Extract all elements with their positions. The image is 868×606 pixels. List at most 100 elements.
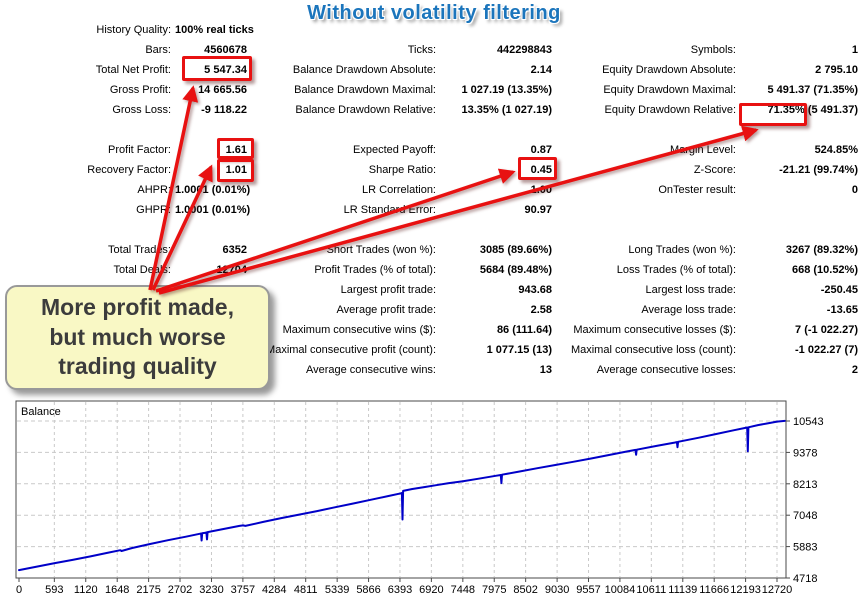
stat-label: Largest loss trade:: [645, 284, 737, 296]
stat-label: Total Trades:: [108, 244, 171, 256]
stat-label: Total Deals:: [113, 264, 171, 276]
x-tick-label: 11139: [668, 584, 697, 596]
x-tick-label: 12193: [730, 584, 761, 596]
x-tick-label: 1120: [74, 584, 98, 596]
stat-label: Average profit trade:: [336, 304, 436, 316]
stat-label: Maximum consecutive losses ($):: [573, 324, 736, 336]
stat-value: 943.68: [518, 284, 552, 296]
x-tick-label: 593: [45, 584, 63, 596]
stat-label: Ticks:: [407, 44, 436, 56]
stat-label: Long Trades (won %):: [628, 244, 736, 256]
stat-label: Equity Drawdown Maximal:: [603, 84, 736, 96]
stat-label: Balance Drawdown Absolute:: [292, 64, 436, 76]
x-tick-label: 3757: [231, 584, 255, 596]
x-tick-label: 4811: [294, 584, 318, 596]
stat-label: Largest profit trade:: [340, 284, 436, 296]
balance-line: [18, 419, 786, 572]
stat-value: -1 022.27 (7): [795, 344, 858, 356]
stat-value: 90.97: [524, 204, 552, 216]
y-tick-label: 9378: [793, 447, 817, 459]
stat-label: Maximal consecutive loss (count):: [570, 344, 736, 356]
balance-chart: 0 593 1120 1648 2175 2702 3230 3757 4284 4811 5339…: [15, 400, 824, 596]
stat-label: Total Net Profit:: [95, 64, 171, 76]
stat-value: 100% real ticks: [175, 24, 254, 36]
stat-label: Bars:: [145, 44, 171, 56]
stats-block-summary: History Quality: 100% real ticks Bars: 4560…: [2, 20, 858, 120]
stat-label: AHPR:: [137, 184, 171, 196]
stat-label: [552, 200, 740, 220]
x-tick-label: 12720: [762, 584, 793, 596]
x-tick-label: 10084: [605, 584, 636, 596]
x-tick-label: 10611: [636, 584, 666, 596]
stat-value: 2.58: [530, 304, 552, 316]
highlight-box-sharpe-ratio: [518, 157, 557, 180]
x-tick-label: 6393: [388, 584, 412, 596]
highlight-box-recovery-factor: [217, 159, 254, 182]
stat-label: Balance Drawdown Maximal:: [294, 84, 436, 96]
stat-label: Maximum consecutive wins ($):: [282, 324, 436, 336]
stat-label: Recovery Factor:: [87, 164, 171, 176]
page-title: Without volatility filtering: [307, 2, 561, 24]
stat-value: [440, 20, 552, 40]
stat-value: 2.14: [530, 64, 552, 76]
stat-label: Loss Trades (% of total):: [616, 264, 736, 276]
stat-value: 0: [851, 184, 858, 196]
stat-value: 1 077.15 (13): [486, 344, 552, 356]
stat-label: Average consecutive wins:: [305, 364, 436, 376]
stat-label: Equity Drawdown Relative:: [604, 104, 736, 116]
stat-value: 86 (111.64): [496, 324, 552, 336]
x-tick-label: 2702: [168, 584, 192, 596]
stat-value: 14 665.56: [198, 84, 247, 96]
y-tick-label: 10543: [793, 416, 824, 428]
stat-label: Average consecutive losses:: [596, 364, 736, 376]
stat-value: 1.0001 (0.01%): [175, 204, 251, 216]
stat-label: Equity Drawdown Absolute:: [602, 64, 736, 76]
chart-plot-area: [15, 400, 787, 579]
stat-value: 5 491.37 (71.35%): [767, 84, 858, 96]
stat-value: [740, 20, 858, 40]
stat-value: 7 (-1 022.27): [795, 324, 858, 336]
stat-label: LR Correlation:: [362, 184, 436, 196]
x-tick-label: 7975: [482, 584, 506, 596]
x-tick-label: 7448: [451, 584, 475, 596]
stat-label: Gross Loss:: [112, 104, 171, 116]
stat-label: Margin Level:: [669, 144, 736, 156]
stat-value: 442298843: [496, 44, 552, 56]
stat-value: 5684 (89.48%): [479, 264, 552, 276]
stat-label: GHPR:: [136, 204, 171, 216]
stat-label: Gross Profit:: [109, 84, 171, 96]
callout-line: trading quality: [58, 353, 217, 380]
chart-series-label: Balance: [21, 406, 61, 418]
stat-label: OnTester result:: [658, 184, 736, 196]
x-tick-label: 3230: [199, 584, 223, 596]
stat-value: 4560678: [204, 44, 247, 56]
stat-label: Balance Drawdown Relative:: [295, 104, 436, 116]
stat-label: History Quality:: [96, 24, 171, 36]
stat-value: 13.35% (1 027.19): [461, 104, 552, 116]
stat-label: [247, 20, 440, 40]
stat-value: 3267 (89.32%): [785, 244, 858, 256]
stat-label: [552, 20, 740, 40]
x-tick-label: 5339: [325, 584, 349, 596]
stat-value: 668 (10.52%): [791, 264, 858, 276]
stat-value: 12704: [216, 264, 247, 276]
x-tick-label: 9030: [545, 584, 569, 596]
y-tick-label: 7048: [793, 510, 817, 522]
stat-value: -21.21 (99.74%): [779, 164, 858, 176]
stat-value: 6352: [222, 244, 247, 256]
stat-label: Profit Factor:: [108, 144, 171, 156]
highlight-box-total-net-profit: [182, 56, 252, 81]
x-tick-label: 9557: [576, 584, 600, 596]
stat-label: Sharpe Ratio:: [368, 164, 436, 176]
stat-value: [740, 200, 858, 220]
stat-value: 1.0001 (0.01%): [175, 184, 251, 196]
x-tick-label: 0: [16, 584, 22, 596]
stat-value: 3085 (89.66%): [479, 244, 552, 256]
x-tick-label: 5866: [356, 584, 380, 596]
stat-label: Expected Payoff:: [353, 144, 436, 156]
stat-value: 2 795.10: [815, 64, 858, 76]
y-tick-label: 4718: [793, 573, 817, 585]
stat-value: 1.00: [530, 184, 552, 196]
stat-value: 13: [539, 364, 552, 376]
stats-block-ratios: Profit Factor: 1.61 Expected Payoff: 0.87 Ma…: [2, 140, 858, 220]
